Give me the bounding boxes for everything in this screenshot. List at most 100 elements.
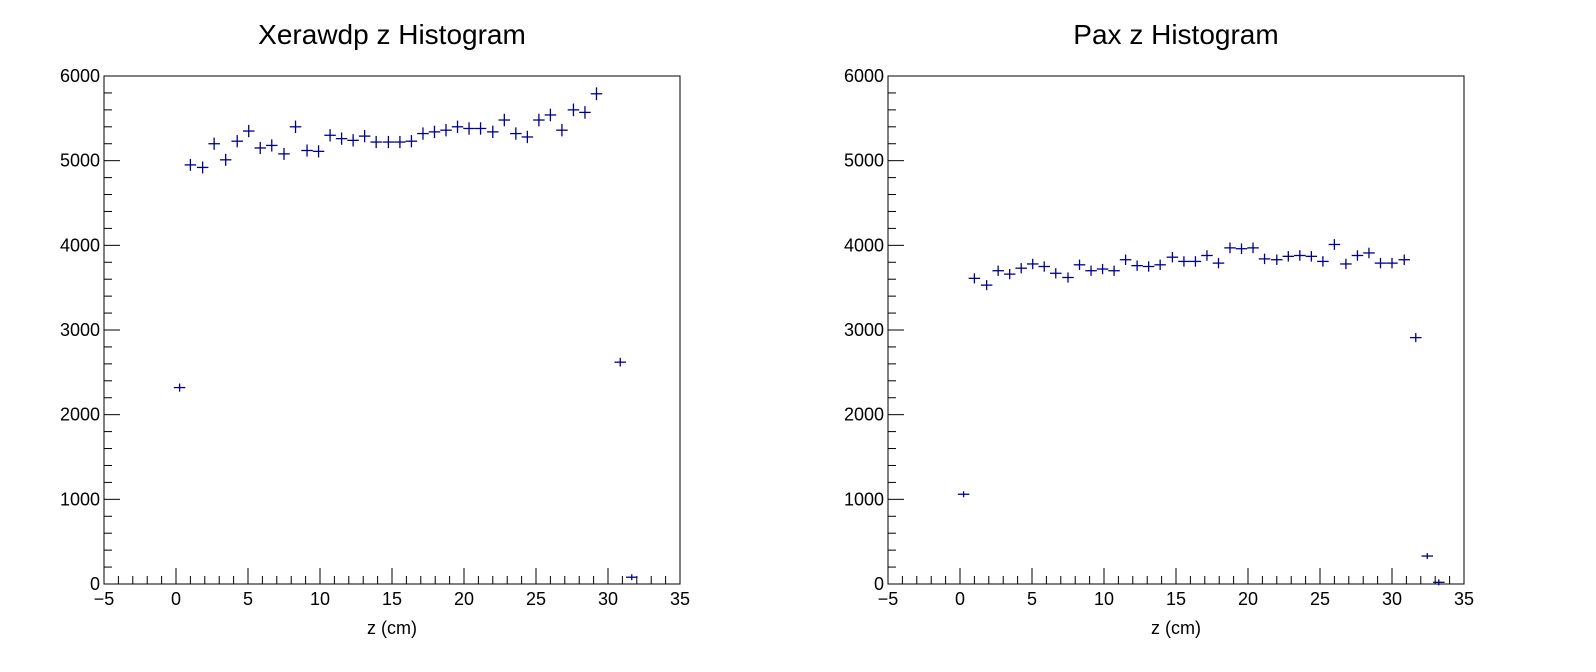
data-point xyxy=(1119,254,1132,265)
x-axis-label: z (cm) xyxy=(367,618,417,638)
data-point xyxy=(626,574,638,581)
data-point xyxy=(382,135,395,149)
x-tick-label: 20 xyxy=(1238,589,1258,609)
data-point xyxy=(1328,239,1341,250)
data-point xyxy=(451,120,464,134)
data-point xyxy=(980,280,993,291)
x-tick-label: −5 xyxy=(878,589,899,609)
x-tick-label: 20 xyxy=(454,589,474,609)
data-point xyxy=(1085,265,1097,276)
x-tick-label: 30 xyxy=(598,589,618,609)
data-point xyxy=(417,127,429,140)
y-tick-label: 6000 xyxy=(60,66,100,86)
x-tick-label: 0 xyxy=(955,589,965,609)
data-point xyxy=(370,135,382,149)
data-point xyxy=(1142,261,1155,272)
data-point xyxy=(567,103,580,117)
y-tick-label: 5000 xyxy=(844,151,884,171)
data-point xyxy=(440,123,452,137)
x-axis-label: z (cm) xyxy=(1151,618,1201,638)
data-point xyxy=(347,134,359,147)
x-tick-label: 35 xyxy=(670,589,690,609)
data-point xyxy=(1374,257,1387,269)
data-point xyxy=(1421,553,1434,560)
data-point xyxy=(208,137,220,150)
data-point xyxy=(1050,268,1062,279)
y-tick-label: 2000 xyxy=(844,405,884,425)
data-point xyxy=(242,124,255,138)
data-point xyxy=(1073,259,1086,271)
data-point xyxy=(1015,263,1027,274)
x-tick-label: 5 xyxy=(243,589,253,609)
data-point xyxy=(1154,259,1166,271)
data-point xyxy=(1026,258,1039,270)
y-tick-label: 1000 xyxy=(844,489,884,509)
data-point xyxy=(324,129,336,142)
data-point xyxy=(1433,579,1445,586)
y-tick-label: 6000 xyxy=(844,66,884,86)
data-point xyxy=(1189,256,1202,267)
data-point xyxy=(1003,268,1016,280)
x-tick-label: 15 xyxy=(382,589,402,609)
x-tick-label: 35 xyxy=(1454,589,1474,609)
data-point xyxy=(1247,242,1259,254)
data-point xyxy=(1398,254,1410,265)
data-point xyxy=(231,135,243,148)
y-tick-label: 0 xyxy=(874,574,884,594)
data-point xyxy=(254,141,266,155)
data-point xyxy=(278,147,290,160)
data-point xyxy=(1178,256,1190,267)
data-point xyxy=(1062,272,1074,283)
x-tick-label: −5 xyxy=(94,589,115,609)
data-point xyxy=(301,144,313,157)
data-point xyxy=(1282,251,1295,262)
x-tick-label: 25 xyxy=(526,589,546,609)
data-point xyxy=(184,158,197,171)
y-tick-label: 2000 xyxy=(60,405,100,425)
x-tick-label: 0 xyxy=(171,589,181,609)
y-tick-label: 3000 xyxy=(844,320,884,340)
data-point xyxy=(1166,251,1179,263)
y-tick-label: 4000 xyxy=(60,235,100,255)
x-tick-label: 30 xyxy=(1382,589,1402,609)
y-tick-label: 0 xyxy=(90,574,100,594)
pax-z-histogram-panel: Pax z Histogram z (cm) −5 0 5 10 15 20 25 30 350… xyxy=(844,19,1474,638)
data-point xyxy=(289,120,302,134)
data-point xyxy=(358,129,371,143)
data-point xyxy=(1212,257,1225,269)
data-point xyxy=(1201,250,1213,261)
data-point xyxy=(1340,258,1352,270)
data-point xyxy=(1410,333,1422,343)
data-point xyxy=(1305,251,1318,262)
data-point xyxy=(335,132,348,145)
data-point xyxy=(394,135,406,149)
data-point xyxy=(1363,247,1375,259)
data-point xyxy=(219,153,232,166)
x-tick-label: 15 xyxy=(1166,589,1186,609)
y-tick-label: 5000 xyxy=(60,151,100,171)
xerawdp-z-histogram-panel: Xerawdp z Histogram z (cm) −5 0 5 10 15 20 25 3… xyxy=(60,19,690,638)
data-point xyxy=(1294,250,1306,261)
data-point xyxy=(1235,243,1248,255)
data-point xyxy=(487,125,499,139)
y-tick-label: 3000 xyxy=(60,320,100,340)
data-point xyxy=(614,357,626,367)
y-tick-label: 1000 xyxy=(60,489,100,509)
data-point xyxy=(1271,254,1283,265)
data-point xyxy=(533,113,545,127)
data-point xyxy=(1386,257,1398,269)
data-point xyxy=(463,122,475,135)
data-point xyxy=(1351,250,1364,261)
y-tick-label: 4000 xyxy=(844,235,884,255)
data-point xyxy=(556,123,568,137)
data-point xyxy=(1224,242,1236,254)
data-point xyxy=(521,130,534,144)
data-point xyxy=(1317,256,1329,267)
data-point xyxy=(266,139,278,152)
data-point xyxy=(590,87,603,101)
data-point xyxy=(510,127,522,140)
data-point xyxy=(992,265,1004,276)
data-point xyxy=(196,161,209,174)
x-tick-label: 5 xyxy=(1027,589,1037,609)
